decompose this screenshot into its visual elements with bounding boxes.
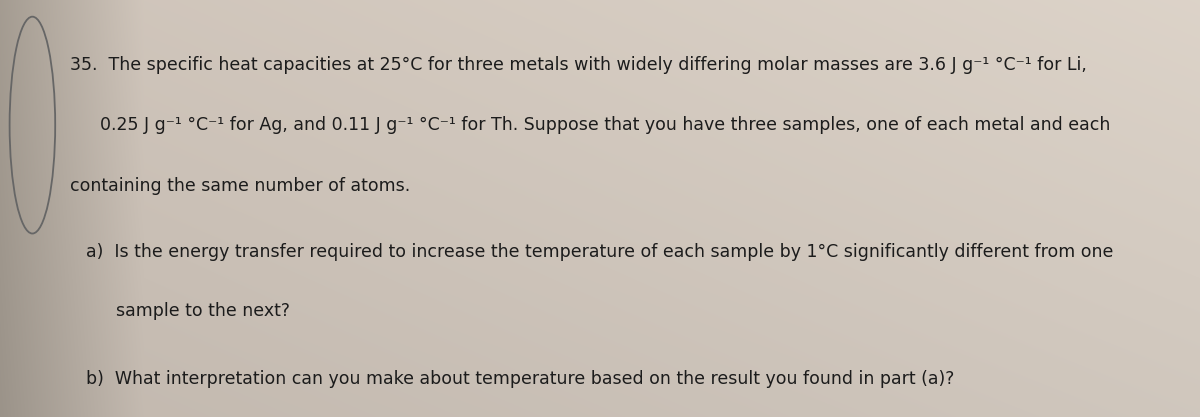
Text: 35.  The specific heat capacities at 25°C for three metals with widely differing: 35. The specific heat capacities at 25°C… bbox=[70, 55, 1086, 74]
Text: a)  Is the energy transfer required to increase the temperature of each sample b: a) Is the energy transfer required to in… bbox=[86, 243, 1114, 261]
Text: 0.25 J g⁻¹ °C⁻¹ for Ag, and 0.11 J g⁻¹ °C⁻¹ for Th. Suppose that you have three : 0.25 J g⁻¹ °C⁻¹ for Ag, and 0.11 J g⁻¹ °… bbox=[100, 116, 1110, 134]
Text: sample to the next?: sample to the next? bbox=[116, 301, 290, 320]
Text: b)  What interpretation can you make about temperature based on the result you f: b) What interpretation can you make abou… bbox=[86, 370, 955, 389]
Text: containing the same number of atoms.: containing the same number of atoms. bbox=[70, 176, 410, 195]
